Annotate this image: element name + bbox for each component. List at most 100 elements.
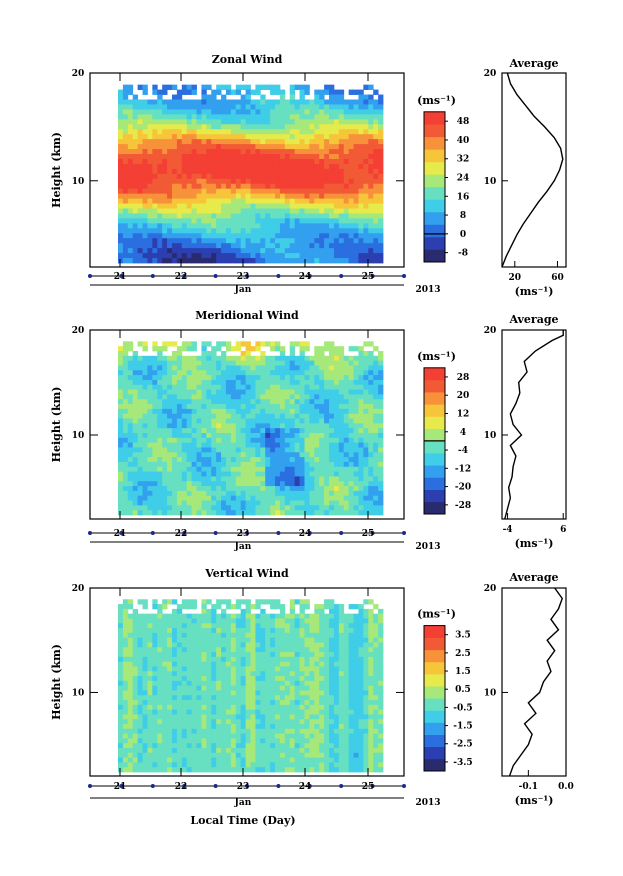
- heatmap-cell: [348, 408, 354, 415]
- heatmap-cell: [319, 408, 325, 415]
- heatmap-cell: [171, 671, 178, 677]
- heatmap-cell: [167, 243, 173, 249]
- heatmap-cell: [221, 695, 227, 701]
- heatmap-cell: [294, 208, 300, 214]
- heatmap-cell: [304, 248, 310, 254]
- heatmap-cell: [152, 124, 158, 130]
- heatmap-cell: [245, 208, 251, 214]
- heatmap-cell: [191, 233, 197, 239]
- heatmap-cell: [373, 188, 379, 195]
- heatmap-cell: [314, 163, 320, 170]
- heatmap-cell: [250, 481, 256, 487]
- heatmap-cell: [162, 719, 168, 725]
- heatmap-cell: [181, 389, 188, 395]
- heatmap-cell: [333, 173, 340, 180]
- heatmap-cell: [289, 129, 296, 135]
- heatmap-cell: [225, 704, 232, 711]
- heatmap-cell: [314, 178, 320, 185]
- heatmap-cell: [147, 178, 153, 185]
- heatmap-field: [118, 341, 384, 516]
- heatmap-cell: [201, 442, 207, 448]
- heatmap-cell: [152, 690, 158, 696]
- heatmap-cell: [245, 680, 251, 687]
- heatmap-cell: [378, 253, 384, 259]
- heatmap-cell: [221, 213, 227, 219]
- heatmap-cell: [373, 481, 379, 487]
- heatmap-cell: [162, 389, 168, 395]
- heatmap-cell: [122, 632, 129, 639]
- heatmap-cell: [284, 228, 291, 234]
- heatmap-cell: [211, 384, 217, 390]
- heatmap-cell: [196, 379, 202, 386]
- heatmap-cell: [142, 89, 148, 95]
- heatmap-cell: [211, 258, 217, 264]
- heatmap-cell: [270, 168, 276, 175]
- heatmap-cell: [162, 99, 168, 105]
- heatmap-cell: [186, 762, 193, 768]
- heatmap-cell: [167, 154, 173, 160]
- heatmap-cell: [191, 154, 197, 160]
- heatmap-cell: [118, 139, 124, 145]
- heatmap-cell: [314, 481, 320, 487]
- heatmap-cell: [171, 158, 178, 165]
- heatmap-cell: [255, 685, 261, 691]
- heatmap-cell: [338, 481, 345, 487]
- heatmap-cell: [333, 208, 340, 214]
- heatmap-cell: [216, 218, 222, 224]
- heatmap-cell: [118, 198, 124, 204]
- heatmap-cell: [216, 379, 222, 386]
- profile-title: Average: [508, 313, 558, 326]
- heatmap-cell: [211, 355, 217, 362]
- heatmap-cell: [319, 466, 325, 472]
- heatmap-cell: [289, 213, 296, 219]
- heatmap-cell: [122, 188, 129, 195]
- heatmap-cell: [171, 104, 178, 110]
- heatmap-cell: [378, 114, 384, 120]
- heatmap-cell: [118, 452, 124, 458]
- heatmap-cell: [225, 89, 232, 95]
- heatmap-cell: [343, 178, 350, 185]
- heatmap-cell: [348, 139, 354, 145]
- heatmap-cell: [309, 178, 315, 185]
- heatmap-cell: [181, 144, 188, 150]
- heatmap-cell: [176, 476, 183, 482]
- heatmap-cell: [181, 690, 188, 696]
- heatmap-cell: [118, 178, 124, 185]
- heatmap-cell: [338, 360, 345, 366]
- heatmap-cell: [181, 676, 188, 682]
- heatmap-cell: [343, 418, 350, 424]
- heatmap-cell: [118, 188, 124, 195]
- heatmap-cell: [289, 510, 296, 516]
- heatmap-cell: [216, 149, 222, 155]
- heatmap-cell: [191, 144, 197, 150]
- heatmap-cell: [225, 604, 232, 610]
- heatmap-cell: [186, 724, 193, 730]
- heatmap-cell: [157, 394, 163, 400]
- heatmap-cell: [225, 743, 232, 749]
- heatmap-cell: [270, 432, 276, 439]
- heatmap-cell: [167, 432, 173, 439]
- heatmap-cell: [230, 652, 237, 658]
- heatmap-cell: [304, 486, 310, 492]
- heatmap-cell: [221, 652, 227, 658]
- heatmap-cell: [245, 490, 251, 497]
- heatmap-cell: [157, 762, 163, 768]
- heatmap-cell: [186, 360, 193, 366]
- heatmap-cell: [181, 173, 188, 180]
- heatmap-cell: [137, 163, 143, 170]
- heatmap-cell: [289, 418, 296, 424]
- heatmap-cell: [358, 208, 364, 214]
- heatmap-cell: [289, 134, 296, 140]
- heatmap-cell: [314, 188, 320, 195]
- heatmap-cell: [157, 355, 163, 362]
- heatmap-cell: [137, 233, 143, 239]
- heatmap-cell: [304, 198, 310, 204]
- heatmap-cell: [167, 149, 173, 155]
- heatmap-cell: [324, 452, 330, 458]
- heatmap-cell: [132, 743, 139, 749]
- heatmap-cell: [270, 495, 276, 501]
- heatmap-cell: [216, 360, 222, 366]
- heatmap-cell: [206, 144, 212, 150]
- heatmap-cell: [348, 375, 354, 381]
- heatmap-cell: [176, 228, 183, 234]
